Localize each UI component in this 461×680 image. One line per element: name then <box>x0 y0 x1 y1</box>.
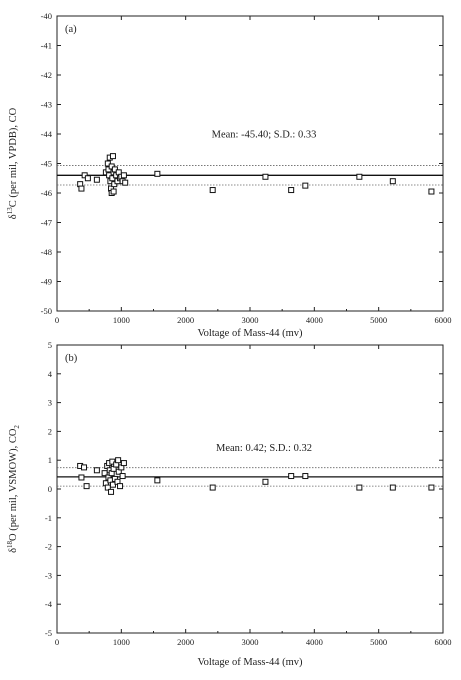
x-tick-label: 3000 <box>242 315 259 325</box>
data-point <box>110 188 117 195</box>
y-axis-title-text: O (per mil, VSMOW), CO <box>8 428 19 541</box>
y-tick-label: -42 <box>41 70 52 80</box>
data-point <box>209 187 216 194</box>
data-point <box>356 484 363 491</box>
y-axis-title-superscript: 18 <box>6 540 14 548</box>
x-tick-label: 2000 <box>177 637 194 647</box>
y-tick-label: -3 <box>45 570 52 580</box>
data-point <box>81 464 88 471</box>
data-point <box>288 473 295 480</box>
y-tick-label: -41 <box>41 41 52 51</box>
x-tick-label: 3000 <box>242 637 259 647</box>
y-tick-label: 3 <box>48 398 52 408</box>
y-tick-label: -44 <box>41 129 53 139</box>
x-tick-label: 0 <box>55 637 59 647</box>
data-point <box>428 188 435 195</box>
y-tick-label: -46 <box>41 188 52 198</box>
y-tick-label: -2 <box>45 542 52 552</box>
y-tick-label: 4 <box>48 369 53 379</box>
y-tick-label: -1 <box>45 513 52 523</box>
data-point <box>120 460 127 467</box>
y-axis-title-superscript: 13 <box>6 207 14 215</box>
y-axis-title-subscript: 2 <box>13 425 21 429</box>
x-tick-label: 1000 <box>113 315 130 325</box>
data-point <box>209 484 216 491</box>
data-point <box>84 175 91 182</box>
data-point <box>78 185 85 192</box>
x-tick-label: 2000 <box>177 315 194 325</box>
data-point <box>154 477 161 484</box>
data-point <box>119 473 126 480</box>
panel-label: (b) <box>65 353 78 364</box>
x-tick-label: 5000 <box>370 637 387 647</box>
y-tick-label: -45 <box>41 159 52 169</box>
chart-panel-b: 0 1000 2000 3000 4000 5000 6000 -5 -4 -3 -2 -1 0 1 2 3 4… <box>6 340 452 668</box>
x-tick-label: 6000 <box>435 315 452 325</box>
y-axis-title: δ18O (per mil, VSMOW), CO2 <box>6 425 21 553</box>
y-tick-label: -40 <box>41 11 52 21</box>
plot-frame <box>56 344 444 634</box>
y-axis-title: δ13C (per mil, VPDB), CO <box>6 107 19 219</box>
data-point <box>120 172 127 179</box>
data-point <box>302 182 309 189</box>
x-tick-label: 5000 <box>370 315 387 325</box>
y-tick-label: -49 <box>41 277 52 287</box>
y-tick-label: -5 <box>45 628 52 638</box>
data-point <box>117 483 124 490</box>
data-point <box>154 170 161 177</box>
data-point <box>302 473 309 480</box>
x-tick-label: 4000 <box>306 315 323 325</box>
x-axis-title: Voltage of Mass-44 (mv) <box>197 657 303 668</box>
x-tick-label: 1000 <box>113 637 130 647</box>
y-tick-label: 5 <box>48 340 52 350</box>
y-tick-label: 0 <box>48 484 52 494</box>
data-point <box>93 467 100 474</box>
y-tick-label: 1 <box>48 455 52 465</box>
y-tick-label: -4 <box>45 599 53 609</box>
data-point <box>93 176 100 183</box>
data-point <box>262 173 269 180</box>
data-point <box>389 484 396 491</box>
data-point <box>428 484 435 491</box>
data-point <box>109 153 116 160</box>
data-point <box>389 178 396 185</box>
stats-annotation: Mean: 0.42; S.D.: 0.32 <box>216 443 312 454</box>
data-point <box>356 173 363 180</box>
stats-annotation: Mean: -45.40; S.D.: 0.33 <box>212 130 317 141</box>
x-tick-label: 4000 <box>306 637 323 647</box>
plot-frame <box>56 15 444 312</box>
y-tick-label: -43 <box>41 100 52 110</box>
x-axis-title: Voltage of Mass-44 (mv) <box>197 328 303 339</box>
x-tick-label: 0 <box>55 315 59 325</box>
y-tick-label: -50 <box>41 306 52 316</box>
x-tick-label: 6000 <box>435 637 452 647</box>
data-point <box>83 483 90 490</box>
data-point <box>122 179 129 186</box>
data-point <box>115 457 122 464</box>
data-point <box>262 478 269 485</box>
chart-panel-a: 0 1000 2000 3000 4000 5000 6000 -50 -49 -48 -47 -46… <box>6 11 452 339</box>
data-point <box>108 488 115 495</box>
y-tick-label: -47 <box>41 218 52 228</box>
data-point <box>288 187 295 194</box>
y-tick-label: 2 <box>48 426 52 436</box>
data-point <box>78 474 85 481</box>
panel-label: (a) <box>65 24 77 35</box>
y-tick-label: -48 <box>41 247 52 257</box>
y-axis-title-text: C (per mil, VPDB), CO <box>8 107 19 207</box>
y-axis-title-delta: δ <box>8 214 19 219</box>
y-axis-title-delta: δ <box>8 548 19 553</box>
